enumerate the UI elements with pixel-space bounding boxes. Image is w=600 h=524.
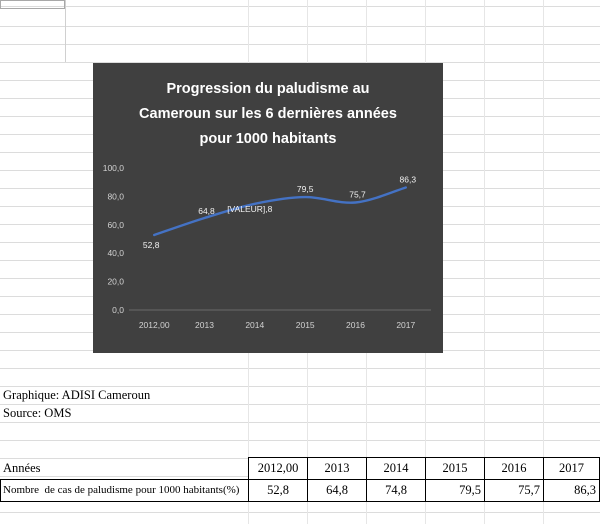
data-point-label: [VALEUR],8 [227, 204, 272, 214]
year-cell[interactable]: 2016 [484, 457, 544, 480]
y-axis-tick-label: 60,0 [107, 220, 124, 230]
value-cell[interactable]: 74,8 [366, 479, 426, 502]
x-axis-tick-label: 2016 [346, 320, 365, 330]
data-point-label: 64,8 [198, 206, 215, 216]
x-axis-tick-label: 2014 [245, 320, 264, 330]
x-axis-tick-label: 2015 [296, 320, 315, 330]
year-cell[interactable]: 2012,00 [248, 457, 308, 480]
value-cell[interactable]: 86,3 [543, 479, 600, 502]
value-cell[interactable]: 79,5 [425, 479, 485, 502]
column-gridline [484, 0, 485, 524]
y-axis-tick-label: 80,0 [107, 191, 124, 201]
embedded-chart[interactable]: 100,0 80,0 60,0 40,0 20,0 0,0 2012,00 2013 2014 2… [93, 63, 443, 353]
year-cell[interactable]: 2013 [307, 457, 367, 480]
data-point-label: 79,5 [297, 184, 314, 194]
x-axis-tick-label: 2017 [396, 320, 415, 330]
year-cell[interactable]: 2014 [366, 457, 426, 480]
year-cell[interactable]: 2017 [543, 457, 600, 480]
chart-title: Progression du paludisme au Cameroun sur… [93, 77, 443, 152]
y-axis-tick-label: 100,0 [103, 163, 125, 173]
y-axis-tick-label: 20,0 [107, 277, 124, 287]
line-chart: 100,0 80,0 60,0 40,0 20,0 0,0 2012,00 2013 2014 2… [103, 163, 431, 330]
column-gridline [65, 0, 66, 62]
y-axis-tick-label: 0,0 [112, 305, 124, 315]
y-axis-tick-label: 40,0 [107, 248, 124, 258]
value-cell[interactable]: 52,8 [248, 479, 308, 502]
year-cell[interactable]: 2015 [425, 457, 485, 480]
chart-title-line: Cameroun sur les 6 dernières années [139, 106, 397, 122]
chart-title-line: pour 1000 habitants [199, 131, 337, 147]
value-cell[interactable]: 64,8 [307, 479, 367, 502]
chart-title-line: Progression du paludisme au [166, 81, 370, 97]
x-axis-tick-label: 2013 [195, 320, 214, 330]
x-axis-tick-label: 2012,00 [139, 320, 170, 330]
data-point-label: 52,8 [143, 240, 160, 250]
cell-source[interactable]: Source: OMS [3, 406, 72, 420]
value-cell[interactable]: 75,7 [484, 479, 544, 502]
cell-graphique-source[interactable]: Graphique: ADISI Cameroun [3, 388, 151, 402]
top-left-cell [0, 0, 65, 9]
data-point-label: 86,3 [400, 175, 417, 185]
data-point-label: 75,7 [349, 190, 366, 200]
column-gridline [543, 0, 544, 524]
value-row-label-cell[interactable]: Nombre de cas de paludisme pour 1000 hab… [0, 479, 249, 502]
cell-annees-label[interactable]: Années [3, 461, 41, 475]
data-series-line [153, 186, 407, 237]
